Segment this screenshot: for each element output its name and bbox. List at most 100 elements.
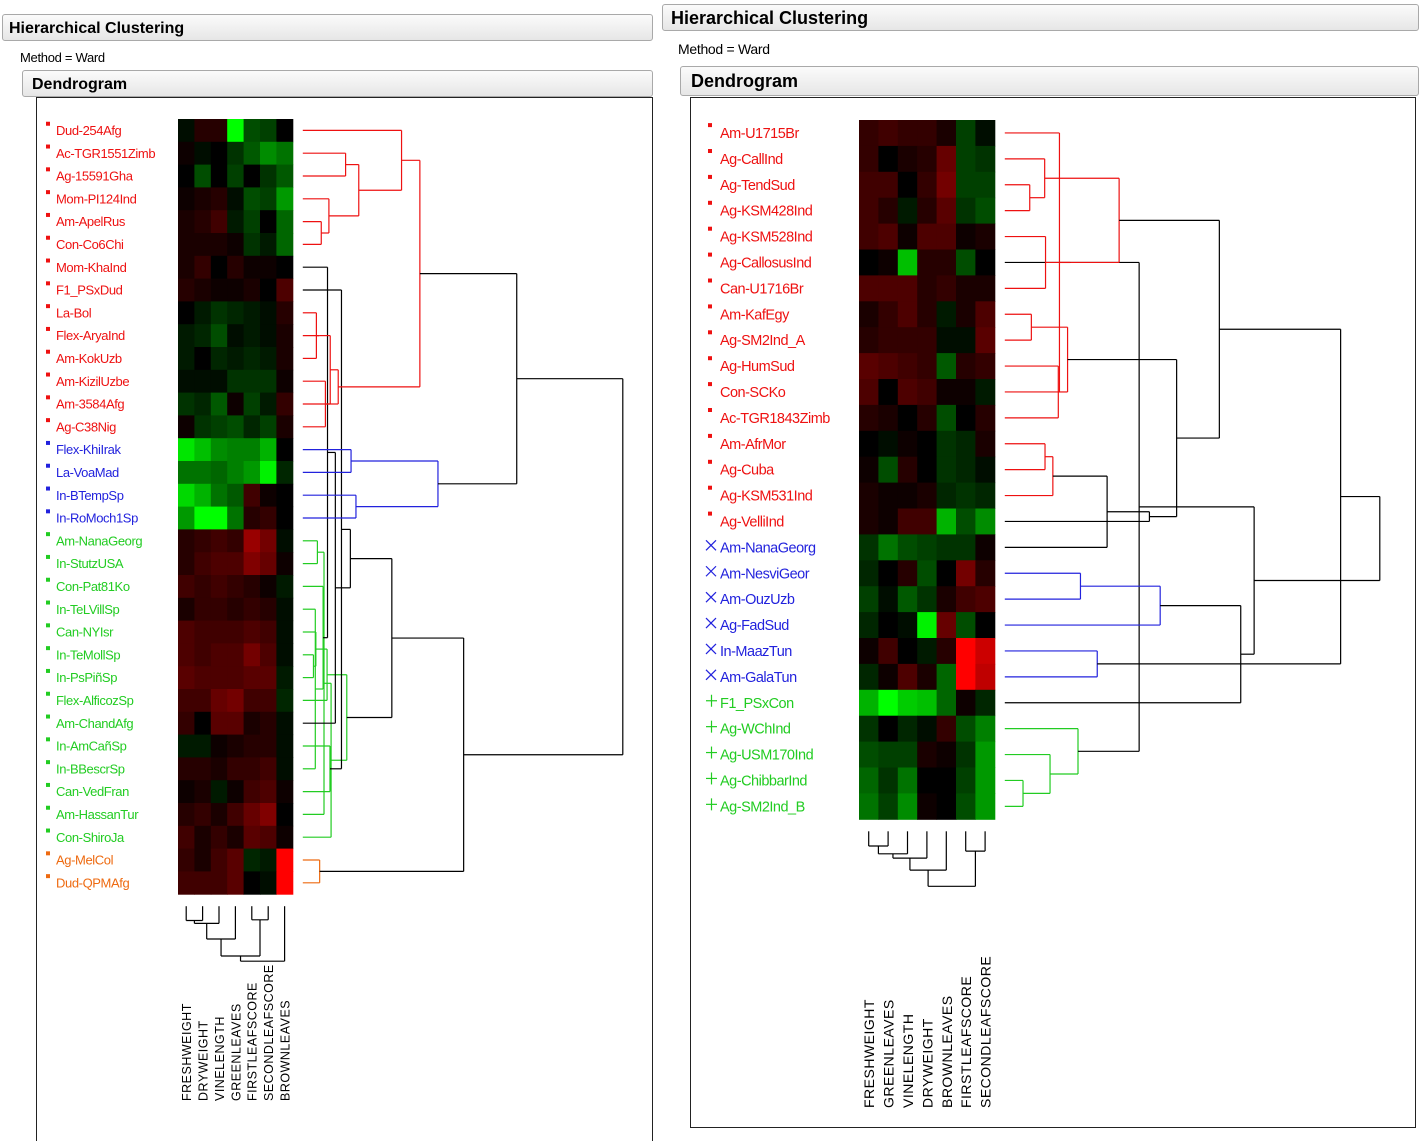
heatmap-cell — [936, 301, 957, 328]
heatmap-cell — [260, 187, 277, 211]
heatmap-cell — [917, 379, 938, 406]
cluster-marker — [708, 356, 712, 361]
heatmap-cell — [210, 780, 228, 804]
heatmap-cell — [243, 461, 261, 485]
heatmap-cell — [897, 534, 918, 561]
row-label: Ag-Cuba — [720, 463, 775, 479]
dendrogram-chart-right: Am-U1715Br Ag-CallInd Ag-TendSud Ag-KSM428I… — [705, 120, 1381, 1108]
heatmap-cell — [276, 666, 294, 690]
heatmap-cell — [194, 119, 212, 143]
heatmap-cell — [194, 164, 212, 188]
cluster-marker — [46, 235, 50, 240]
heatmap-cell — [227, 119, 245, 143]
heatmap-cell — [859, 689, 879, 717]
heatmap-cell — [178, 347, 195, 371]
heatmap-cell — [178, 825, 195, 850]
heatmap-cell — [956, 612, 976, 639]
heatmap-cell — [859, 586, 879, 613]
heatmap-cell — [276, 734, 294, 758]
heatmap-cell — [956, 223, 976, 250]
heatmap-cell — [936, 715, 957, 743]
heatmap-cell — [975, 171, 996, 199]
row-label: F1_PSxDud — [56, 283, 123, 298]
row-label: Ac-TGR1843Zimb — [720, 411, 830, 427]
heatmap-cell — [276, 278, 294, 302]
row-label: In-TeLVillSp — [56, 602, 120, 617]
heatmap-cell — [178, 871, 195, 895]
heatmap-cell — [227, 369, 245, 394]
heatmap-cell — [897, 197, 918, 225]
row-label: Con-Pat81Ko — [56, 579, 130, 594]
heatmap-cell — [227, 825, 245, 850]
dendrogram-title-right: Dendrogram — [691, 71, 799, 91]
heatmap-cell — [178, 575, 195, 599]
heatmap-cell — [194, 324, 212, 348]
heatmap-cell — [194, 575, 212, 599]
cluster-marker — [46, 372, 50, 377]
heatmap-cell — [956, 171, 976, 199]
heatmap-cell — [194, 483, 212, 508]
cluster-marker — [708, 200, 712, 205]
cluster-marker — [46, 395, 50, 400]
row-label: Ag-WChInd — [720, 722, 791, 738]
heatmap-cell — [859, 120, 879, 147]
heatmap-cell — [878, 120, 899, 147]
row-label: Ac-TGR1551Zimb — [56, 146, 155, 161]
heatmap-cell — [859, 301, 879, 328]
dendrogram-title-bar-left[interactable]: Dendrogram — [22, 70, 653, 97]
cluster-marker — [46, 258, 50, 263]
heatmap-cell — [917, 689, 938, 717]
heatmap-cell — [227, 415, 245, 439]
row-label: Ag-CallosusInd — [720, 256, 812, 272]
heatmap-cell — [227, 803, 245, 827]
heatmap-cell — [276, 164, 294, 188]
heatmap-cell — [194, 597, 212, 622]
heatmap-cell — [210, 666, 228, 690]
heatmap-cell — [243, 757, 261, 781]
heatmap-cell — [917, 404, 938, 432]
heatmap-cell — [878, 534, 899, 561]
heatmap-cell — [956, 482, 976, 509]
heatmap-cell — [260, 871, 277, 895]
heatmap-cell — [859, 715, 879, 743]
heatmap-cell — [243, 620, 261, 644]
heatmap-cell — [975, 120, 996, 147]
cluster-marker — [46, 509, 50, 514]
heatmap-cell — [178, 711, 195, 736]
row-label: Ag-VelliInd — [720, 515, 784, 531]
panel-title-bar-right[interactable]: Hierarchical Clustering — [662, 4, 1419, 31]
row-label: Am-HassanTur — [56, 807, 139, 822]
heatmap-cell — [897, 275, 918, 302]
heatmap-cell — [859, 612, 879, 639]
heatmap-cell — [260, 278, 277, 302]
heatmap-cell — [260, 301, 277, 325]
dendrogram-title-bar-right[interactable]: Dendrogram — [680, 66, 1419, 96]
row-label: In-BTempSp — [56, 488, 124, 503]
heatmap-cell — [194, 347, 212, 371]
heatmap-cell — [178, 278, 195, 302]
heatmap-cell — [243, 187, 261, 211]
heatmap-cell — [859, 171, 879, 199]
heatmap-cell — [878, 508, 899, 535]
cluster-marker — [705, 669, 717, 681]
cluster-marker — [46, 532, 50, 537]
heatmap-cell — [956, 586, 976, 613]
row-label: Am-NesviGeor — [720, 566, 810, 582]
heatmap-cell — [260, 392, 277, 416]
heatmap-cell — [276, 711, 294, 736]
panel-title-bar-left[interactable]: Hierarchical Clustering — [2, 14, 653, 41]
heatmap-cell — [227, 506, 245, 530]
heatmap-cell — [878, 482, 899, 509]
heatmap-cell — [859, 560, 879, 587]
heatmap-cell — [260, 119, 277, 143]
heatmap-cell — [917, 508, 938, 535]
heatmap-cell — [227, 780, 245, 804]
row-label: Ag-15591Gha — [56, 169, 134, 184]
heatmap-cell — [194, 780, 212, 804]
heatmap-cell — [975, 223, 996, 250]
heatmap-cell — [956, 145, 976, 173]
heatmap-cell — [859, 638, 879, 665]
heatmap-cell — [178, 301, 195, 325]
heatmap-cell — [878, 456, 899, 484]
heatmap-cell — [178, 803, 195, 827]
